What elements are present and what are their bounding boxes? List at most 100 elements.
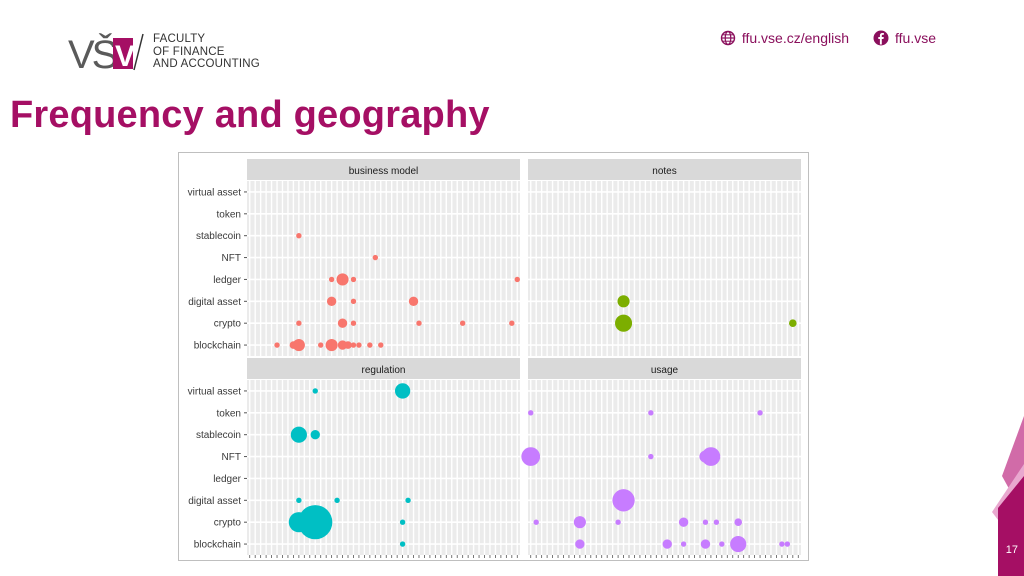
data-point bbox=[290, 426, 307, 443]
data-point bbox=[312, 388, 318, 394]
facet-panel: business model virtual asset token stableco… bbox=[188, 159, 520, 356]
data-point bbox=[399, 519, 406, 525]
data-point bbox=[788, 319, 797, 328]
data-point bbox=[615, 519, 621, 525]
y-tick-label: NFT bbox=[222, 452, 241, 463]
data-point bbox=[356, 342, 362, 348]
data-point bbox=[680, 541, 687, 547]
facet-strip bbox=[528, 358, 801, 379]
data-point bbox=[296, 497, 302, 504]
data-point bbox=[337, 318, 348, 328]
y-tick-label: crypto bbox=[214, 518, 242, 529]
y-tick-label: blockchain bbox=[194, 540, 241, 551]
data-point bbox=[612, 489, 635, 512]
data-point bbox=[662, 539, 672, 549]
data-point bbox=[274, 342, 280, 348]
svg-text:VŠ: VŠ bbox=[68, 32, 117, 74]
slide-title: Frequency and geography bbox=[10, 94, 490, 136]
data-point bbox=[719, 541, 725, 547]
data-point bbox=[615, 314, 633, 332]
data-point bbox=[573, 516, 586, 529]
y-tick-label: ledger bbox=[213, 474, 241, 485]
data-point bbox=[521, 447, 541, 466]
data-point bbox=[292, 339, 305, 352]
data-point bbox=[528, 410, 534, 416]
data-point bbox=[326, 296, 337, 306]
facet-strip-label: regulation bbox=[362, 365, 406, 376]
facet-panel: usage bbox=[521, 358, 801, 558]
facet-strip bbox=[247, 358, 520, 379]
y-tick-label: virtual asset bbox=[188, 386, 242, 397]
y-tick-label: stablecoin bbox=[196, 231, 241, 242]
facet-panel: regulation virtual asset token stablecoin NF… bbox=[188, 358, 520, 558]
y-tick-label: NFT bbox=[222, 253, 241, 264]
data-point bbox=[394, 383, 411, 399]
facebook-link[interactable]: ffu.vse bbox=[873, 30, 936, 46]
panel-background bbox=[528, 380, 801, 555]
y-tick-label: ledger bbox=[213, 275, 241, 286]
data-point bbox=[325, 339, 338, 352]
data-point bbox=[648, 410, 654, 416]
data-point bbox=[575, 539, 585, 549]
data-point bbox=[784, 541, 791, 547]
faculty-logo[interactable]: VŠ VŠE FACULTY OF FINANCE AND ACCOUNTING bbox=[68, 30, 278, 74]
data-point bbox=[296, 320, 302, 326]
data-point bbox=[730, 535, 747, 553]
data-point bbox=[648, 453, 654, 460]
faceted-scatter-chart: business model virtual asset token stableco… bbox=[188, 159, 801, 558]
plot-frame: business model virtual asset token stableco… bbox=[178, 152, 809, 561]
facet-strip-label: notes bbox=[652, 166, 676, 177]
data-point bbox=[296, 232, 302, 239]
website-link[interactable]: ffu.vse.cz/english bbox=[720, 30, 849, 46]
data-point bbox=[399, 541, 406, 547]
facet-strip bbox=[528, 159, 801, 180]
data-point bbox=[700, 539, 711, 549]
facebook-icon bbox=[873, 30, 889, 46]
data-point bbox=[298, 505, 333, 540]
data-point bbox=[514, 276, 520, 283]
data-point bbox=[350, 276, 357, 283]
panel-background bbox=[528, 181, 801, 356]
data-point bbox=[701, 447, 721, 466]
y-tick-label: token bbox=[217, 209, 241, 220]
y-tick-label: digital asset bbox=[188, 496, 241, 507]
globe-icon bbox=[720, 30, 736, 46]
data-point bbox=[350, 342, 357, 348]
panel-background bbox=[247, 181, 520, 356]
data-point bbox=[459, 320, 466, 326]
data-point bbox=[350, 298, 357, 305]
corner-decoration bbox=[992, 416, 1024, 576]
data-point bbox=[509, 320, 515, 326]
facet-strip bbox=[247, 159, 520, 180]
data-point bbox=[416, 320, 422, 326]
data-point bbox=[337, 340, 348, 350]
data-point bbox=[617, 295, 630, 308]
data-point bbox=[408, 296, 419, 306]
logo-line: FACULTY bbox=[153, 33, 206, 45]
data-point bbox=[318, 342, 324, 348]
facet-panel: notes bbox=[528, 159, 801, 356]
data-point bbox=[378, 342, 384, 348]
data-point bbox=[328, 276, 335, 283]
header-links: ffu.vse.cz/english ffu.vse bbox=[720, 30, 936, 46]
data-point bbox=[310, 430, 320, 440]
y-tick-label: stablecoin bbox=[196, 430, 241, 441]
data-point bbox=[344, 341, 352, 349]
data-point bbox=[334, 497, 340, 504]
y-tick-label: blockchain bbox=[194, 341, 241, 352]
facet-strip-label: usage bbox=[651, 365, 679, 376]
data-point bbox=[779, 541, 785, 547]
data-point bbox=[533, 519, 539, 525]
data-point bbox=[678, 517, 689, 527]
data-point bbox=[367, 342, 373, 348]
facet-strip-label: business model bbox=[349, 166, 418, 177]
y-tick-label: token bbox=[217, 408, 241, 419]
website-link-label: ffu.vse.cz/english bbox=[741, 30, 849, 46]
data-point bbox=[405, 497, 411, 504]
data-point bbox=[372, 254, 379, 261]
logo-text: FACULTY OF FINANCE AND ACCOUNTING bbox=[153, 33, 260, 71]
y-tick-label: virtual asset bbox=[188, 187, 242, 198]
y-tick-label: crypto bbox=[214, 319, 242, 330]
vse-logo-mark: VŠ VŠE bbox=[68, 32, 148, 74]
logo-line: AND ACCOUNTING bbox=[153, 58, 260, 70]
